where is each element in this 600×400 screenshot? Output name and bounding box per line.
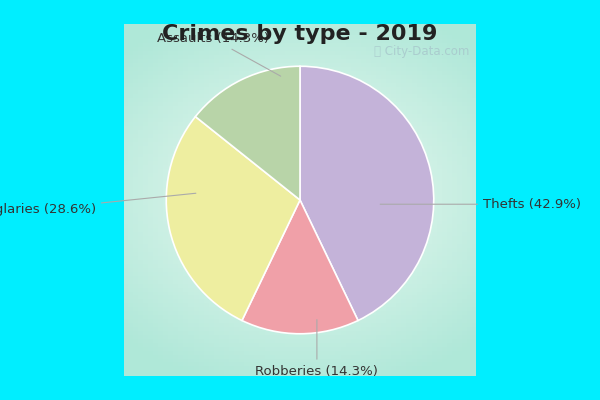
Text: Robberies (14.3%): Robberies (14.3%) <box>256 320 379 378</box>
Wedge shape <box>242 200 358 334</box>
Text: ⓘ City-Data.com: ⓘ City-Data.com <box>374 45 469 58</box>
Text: Thefts (42.9%): Thefts (42.9%) <box>380 198 581 211</box>
Wedge shape <box>166 117 300 320</box>
Text: Crimes by type - 2019: Crimes by type - 2019 <box>163 24 437 44</box>
Text: Burglaries (28.6%): Burglaries (28.6%) <box>0 193 196 216</box>
Wedge shape <box>300 66 434 320</box>
Wedge shape <box>196 66 300 200</box>
Text: Assaults (14.3%): Assaults (14.3%) <box>157 32 281 76</box>
